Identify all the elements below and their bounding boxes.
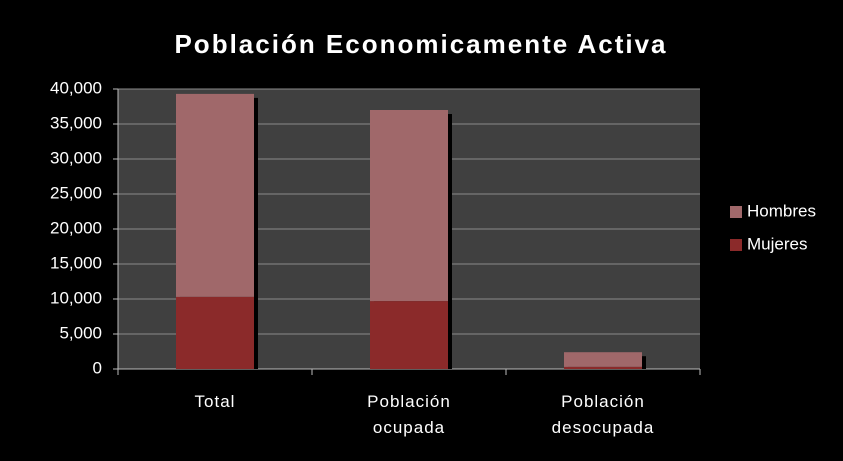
y-tick-label: 0 <box>93 358 102 377</box>
bar-segment <box>176 296 254 369</box>
legend-swatch <box>730 206 742 218</box>
y-tick-label: 30,000 <box>50 148 102 167</box>
y-tick-label: 20,000 <box>50 218 102 237</box>
legend-label: Mujeres <box>747 234 807 253</box>
y-tick-label: 25,000 <box>50 183 102 202</box>
y-tick-label: 15,000 <box>50 253 102 272</box>
bar-segment <box>370 110 448 302</box>
legend-label: Hombres <box>747 201 816 220</box>
bar-segment <box>370 301 448 369</box>
y-tick-label: 35,000 <box>50 113 102 132</box>
y-tick-label: 10,000 <box>50 288 102 307</box>
y-tick-label: 40,000 <box>50 78 102 97</box>
bar-segment <box>564 366 642 369</box>
bar-segment <box>564 352 642 367</box>
chart-title: Población Economicamente Activa <box>174 29 667 59</box>
y-tick-label: 5,000 <box>59 323 102 342</box>
x-tick-label: Población desocupada <box>551 392 655 437</box>
legend-swatch <box>730 239 742 251</box>
x-tick-label: Total <box>194 392 236 411</box>
x-tick-label: Población ocupada <box>367 392 451 437</box>
bar-segment <box>176 93 254 297</box>
